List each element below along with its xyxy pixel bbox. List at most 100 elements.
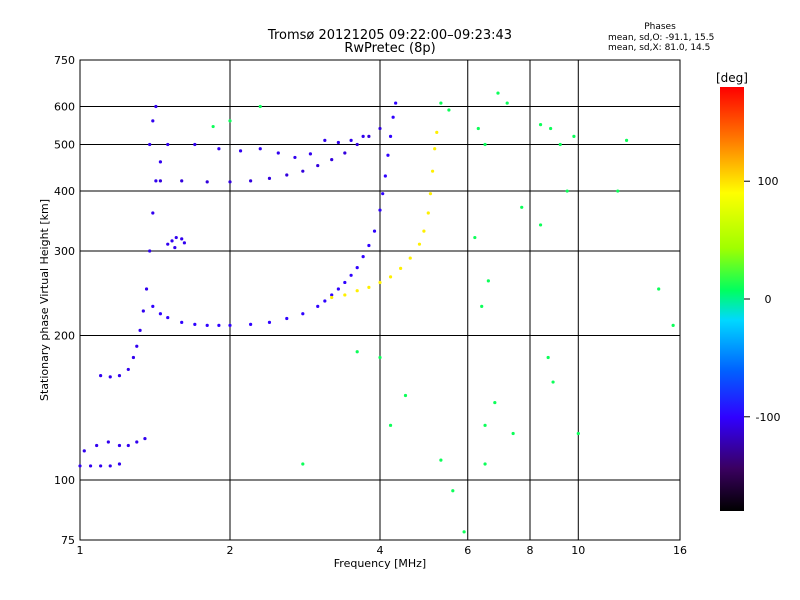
colorbar-tick-label-2: 100 <box>758 175 779 188</box>
stat-x-mode: mean, sd,X: 81.0, 14.5 <box>608 43 711 53</box>
plot-frame <box>79 59 681 541</box>
x-axis-label: Frequency [MHz] <box>334 557 426 570</box>
data-point-1-14 <box>435 130 439 134</box>
data-point-5-14 <box>154 104 158 109</box>
data-point-1-1 <box>343 293 347 297</box>
data-point-0-22 <box>378 208 382 212</box>
data-point-7-2 <box>476 126 480 131</box>
x-tick-label-6: 16 <box>673 544 687 557</box>
data-point-1-7 <box>408 256 412 260</box>
data-point-7-16 <box>473 235 477 240</box>
data-point-3-8 <box>323 138 327 142</box>
data-point-0-7 <box>228 323 232 327</box>
data-point-7-13 <box>624 138 629 142</box>
data-point-0-26 <box>388 134 393 138</box>
data-point-3-6 <box>293 155 297 160</box>
grid-lines <box>80 60 680 540</box>
y-axis-ticks: 75 100 200 300 400 500 600 750 <box>54 54 75 547</box>
data-point-6-3 <box>180 237 184 241</box>
data-point-5-4 <box>131 355 136 360</box>
data-point-7-20 <box>546 355 550 360</box>
data-point-3-0 <box>166 142 170 147</box>
data-point-7-1 <box>447 108 451 112</box>
y-tick-label-7: 750 <box>54 54 75 67</box>
data-point-7-6 <box>520 205 524 209</box>
data-point-3-3 <box>238 149 243 153</box>
data-point-7-14 <box>657 287 661 291</box>
data-point-0-12 <box>316 304 320 309</box>
data-point-0-25 <box>386 153 390 157</box>
data-point-7-4 <box>496 91 500 95</box>
data-point-7-27 <box>388 423 393 427</box>
data-point-7-12 <box>616 189 620 193</box>
x-tick-label-2: 4 <box>377 544 384 557</box>
data-point-7-33 <box>355 350 359 354</box>
data-point-4-4 <box>117 462 122 466</box>
data-point-7-3 <box>483 142 487 147</box>
data-point-7-9 <box>558 142 562 147</box>
data-point-3-2 <box>217 147 221 151</box>
data-point-3-9 <box>336 140 340 145</box>
y-tick-label-4: 400 <box>54 185 75 198</box>
data-point-0-15 <box>336 287 340 291</box>
data-point-0-11 <box>301 312 305 316</box>
data-point-2-5 <box>267 176 272 181</box>
data-point-0-20 <box>367 243 371 248</box>
x-tick-label-3: 6 <box>464 544 471 557</box>
data-points <box>78 91 675 534</box>
data-point-7-11 <box>572 134 576 138</box>
data-point-0-19 <box>361 255 365 259</box>
data-point-2-2 <box>205 180 209 184</box>
data-point-5-6 <box>138 328 142 332</box>
data-point-2-13 <box>378 126 382 131</box>
stats-heading: Phases <box>644 22 676 32</box>
data-point-6-1 <box>170 239 174 243</box>
data-point-2-3 <box>228 180 232 184</box>
colorbar-ticks: -100 0 100 <box>744 175 780 424</box>
data-point-5-13 <box>151 119 155 123</box>
data-point-5-5 <box>135 344 139 348</box>
data-point-7-32 <box>301 462 305 466</box>
data-point-0-13 <box>323 299 327 303</box>
x-tick-label-5: 10 <box>571 544 585 557</box>
x-tick-label-0: 1 <box>77 544 84 557</box>
data-point-5-2 <box>117 374 122 378</box>
data-point-4-0 <box>78 464 82 468</box>
x-axis-ticks: 1 2 4 6 8 10 16 <box>77 544 688 557</box>
data-point-3-4 <box>258 147 262 151</box>
data-point-0-10 <box>285 316 289 321</box>
data-point-0-0 <box>151 304 155 309</box>
data-point-7-36 <box>211 124 215 129</box>
data-point-0-23 <box>381 192 385 196</box>
data-point-7-35 <box>258 104 262 109</box>
data-point-7-21 <box>551 380 555 384</box>
colorbar <box>720 87 744 511</box>
data-point-6-5 <box>173 245 177 250</box>
data-point-4-11 <box>143 436 147 441</box>
data-point-1-5 <box>388 275 393 279</box>
data-point-2-4 <box>249 179 253 183</box>
data-point-2-8 <box>316 163 320 168</box>
data-point-7-28 <box>403 393 408 398</box>
data-point-0-16 <box>343 280 347 285</box>
data-point-2-6 <box>285 173 289 177</box>
data-point-6-4 <box>182 241 186 245</box>
data-point-0-21 <box>372 229 377 233</box>
data-point-1-10 <box>426 211 430 215</box>
data-point-7-34 <box>483 462 487 466</box>
data-point-5-11 <box>154 179 158 183</box>
data-point-2-11 <box>355 142 359 147</box>
data-point-7-7 <box>538 123 543 127</box>
data-point-7-18 <box>480 304 484 309</box>
x-tick-label-4: 8 <box>527 544 534 557</box>
y-tick-label-1: 100 <box>54 474 75 487</box>
data-point-3-5 <box>276 151 280 155</box>
data-point-7-8 <box>549 126 553 131</box>
data-point-2-7 <box>301 169 305 173</box>
data-point-2-0 <box>158 179 163 183</box>
y-tick-label-6: 600 <box>54 101 75 114</box>
data-point-7-17 <box>486 279 490 283</box>
data-point-4-3 <box>108 464 112 468</box>
data-point-0-18 <box>355 266 359 270</box>
data-point-1-12 <box>430 169 435 173</box>
